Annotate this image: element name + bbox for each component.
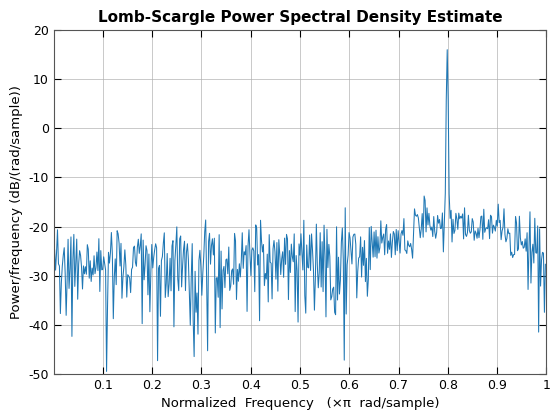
- X-axis label: Normalized  Frequency   (×π  rad/sample): Normalized Frequency (×π rad/sample): [161, 397, 439, 410]
- Y-axis label: Power/frequency (dB/(rad/sample)): Power/frequency (dB/(rad/sample)): [10, 85, 23, 319]
- Title: Lomb-Scargle Power Spectral Density Estimate: Lomb-Scargle Power Spectral Density Esti…: [97, 10, 502, 25]
